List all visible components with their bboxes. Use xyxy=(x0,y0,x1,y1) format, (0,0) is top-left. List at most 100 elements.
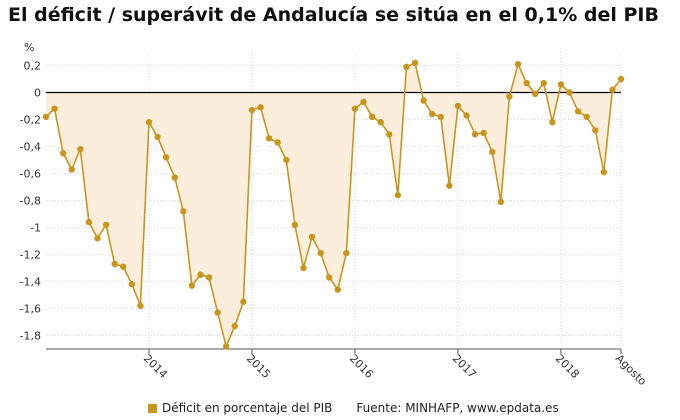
data-point xyxy=(334,286,341,293)
y-tick-label: -1,2 xyxy=(20,249,41,262)
data-point xyxy=(162,154,170,161)
y-tick-label: -0,2 xyxy=(20,114,41,127)
data-point xyxy=(51,105,58,112)
data-point xyxy=(343,249,350,257)
data-point xyxy=(506,93,513,100)
data-point xyxy=(197,271,204,278)
data-point xyxy=(240,298,247,305)
data-point xyxy=(514,60,522,68)
line-chart: 0,2 0 -0,2 -0,4 -0,6 -0,8 -1 -1,2 -1,4 -1,6 -1,8 2… xyxy=(20,52,649,388)
data-point xyxy=(317,249,324,257)
data-point xyxy=(617,75,625,83)
chart-footer: Déficit en porcentaje del PIB Fuente: MI… xyxy=(148,401,559,415)
data-point xyxy=(428,110,436,118)
legend-label: Déficit en porcentaje del PIB xyxy=(162,401,333,415)
data-point xyxy=(523,79,530,87)
data-point xyxy=(137,302,144,309)
data-point xyxy=(351,105,359,112)
data-point xyxy=(592,127,599,134)
data-point xyxy=(583,113,590,121)
data-point xyxy=(360,98,367,106)
y-axis-unit: % xyxy=(24,41,35,54)
data-point xyxy=(291,221,299,228)
area-fill xyxy=(46,62,621,347)
data-point xyxy=(42,113,50,121)
data-point xyxy=(454,102,462,110)
data-point xyxy=(283,156,290,164)
x-tick-label: Agosto xyxy=(613,352,649,388)
data-point xyxy=(471,131,479,138)
x-tick-label: 2014 xyxy=(141,352,170,381)
data-point xyxy=(59,150,67,157)
data-point xyxy=(214,309,221,316)
data-point xyxy=(557,81,565,88)
data-point xyxy=(205,274,213,281)
y-tick-label: -1 xyxy=(30,222,41,235)
data-point xyxy=(489,148,496,156)
data-point xyxy=(120,263,127,270)
data-point xyxy=(308,233,316,241)
data-point xyxy=(180,208,187,215)
x-tick-label: 2015 xyxy=(244,352,273,381)
data-point xyxy=(377,119,384,126)
data-point xyxy=(77,146,84,153)
data-point xyxy=(463,112,470,119)
chart-title: El déficit / superávit de Andalucía se s… xyxy=(8,4,659,26)
series-line xyxy=(45,61,622,348)
data-point xyxy=(188,282,196,289)
y-tick-labels: 0,2 0 -0,2 -0,4 -0,6 -0,8 -1 -1,2 -1,4 -1,6 -1,8 xyxy=(20,60,41,343)
data-point xyxy=(68,166,75,173)
data-point xyxy=(248,106,256,114)
area-shape xyxy=(46,62,621,347)
data-point xyxy=(600,168,608,176)
data-point xyxy=(223,343,230,350)
x-tick-label: 2017 xyxy=(450,352,479,381)
y-tick-label: -1,6 xyxy=(20,303,41,316)
data-point xyxy=(300,264,307,272)
data-point xyxy=(420,97,427,104)
data-point xyxy=(154,133,161,141)
data-point xyxy=(437,113,444,121)
series-polyline xyxy=(45,61,622,348)
data-point xyxy=(394,191,402,199)
data-point xyxy=(609,86,616,94)
data-point xyxy=(128,281,136,288)
data-point xyxy=(265,135,273,142)
data-point xyxy=(531,90,539,98)
data-point xyxy=(497,198,505,206)
data-point xyxy=(326,274,333,281)
axes xyxy=(46,91,622,354)
y-tick-label: -0,8 xyxy=(20,195,41,208)
x-tick-label: 2018 xyxy=(553,352,582,381)
data-point xyxy=(386,131,393,138)
data-point xyxy=(231,322,239,330)
data-point xyxy=(566,89,573,96)
x-tick-labels: 2014 2015 2016 2017 2018 Agosto xyxy=(141,352,649,388)
source-note: Fuente: MINHAFP, www.epdata.es xyxy=(356,401,559,415)
data-point xyxy=(411,59,419,66)
x-tick-label: 2016 xyxy=(347,352,376,381)
y-tick-label: -0,6 xyxy=(20,168,41,181)
y-tick-label: -1,8 xyxy=(20,330,41,343)
data-point xyxy=(540,79,547,87)
y-tick-label: 0 xyxy=(34,87,41,100)
data-point xyxy=(403,63,410,71)
data-point xyxy=(171,174,178,181)
data-point xyxy=(257,104,264,111)
data-point xyxy=(480,129,487,137)
data-point xyxy=(111,260,118,268)
data-point xyxy=(549,119,556,126)
y-tick-label: 0,2 xyxy=(24,60,42,73)
data-point xyxy=(85,218,93,226)
data-point xyxy=(446,182,453,189)
data-point xyxy=(102,221,110,228)
data-points xyxy=(42,59,625,350)
y-tick-label: -0,4 xyxy=(20,141,41,154)
legend-swatch xyxy=(148,403,157,413)
data-point xyxy=(94,235,101,242)
data-point xyxy=(274,139,281,146)
y-tick-label: -1,4 xyxy=(20,276,41,289)
data-point xyxy=(145,119,153,126)
data-point xyxy=(574,108,582,115)
data-point xyxy=(368,113,376,121)
